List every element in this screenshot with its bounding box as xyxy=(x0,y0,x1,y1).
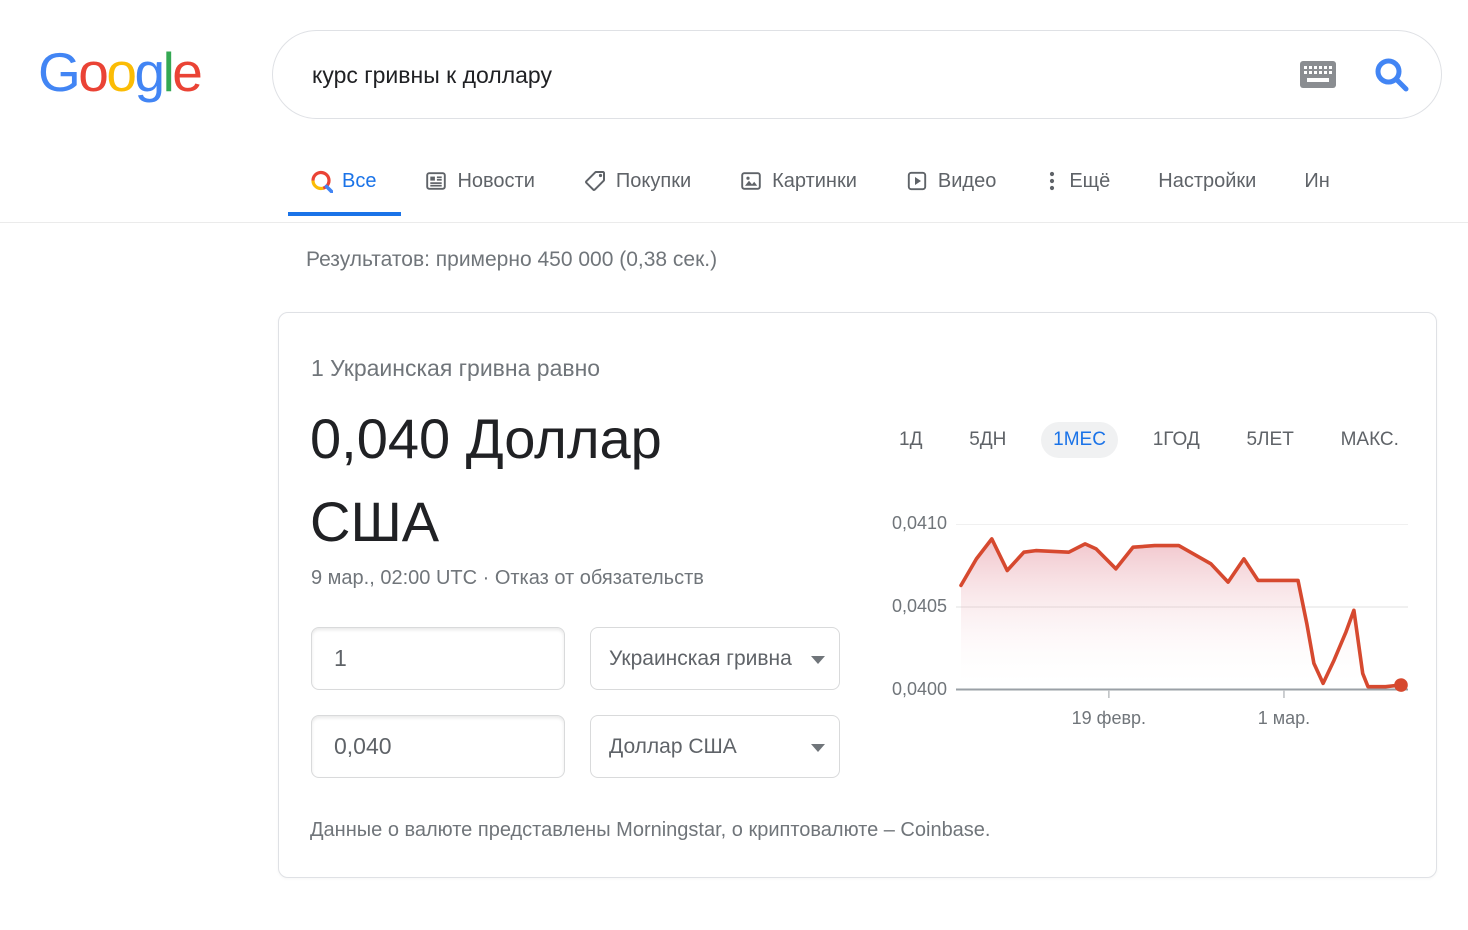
tab-label: Видео xyxy=(937,169,997,192)
tab-shopping[interactable]: Покупки xyxy=(583,140,691,222)
dot-separator: · xyxy=(477,567,495,589)
chevron-down-icon xyxy=(811,656,825,664)
logo-letter: o xyxy=(106,41,137,103)
chart-plot xyxy=(956,523,1408,698)
tab-label: Новости xyxy=(457,169,535,192)
logo-letter: e xyxy=(172,41,203,103)
tab-label: Ещё xyxy=(1069,169,1111,192)
currency-to-select[interactable]: Доллар США xyxy=(590,715,840,778)
tab-label: Ин xyxy=(1304,169,1330,192)
tab-videos[interactable]: Видео xyxy=(905,140,996,222)
tab-tools[interactable]: Ин xyxy=(1304,140,1329,222)
video-icon xyxy=(907,171,927,191)
tab-label: Покупки xyxy=(615,169,692,192)
data-attribution: Данные о валюте представлены Morningstar… xyxy=(310,819,991,841)
tab-images[interactable]: Картинки xyxy=(739,140,857,222)
google-logo[interactable]: Google xyxy=(38,40,203,104)
currency-from-value: Украинская гривна xyxy=(609,646,792,670)
logo-letter: g xyxy=(134,41,165,103)
tab-all[interactable]: Все xyxy=(287,140,403,222)
range-5d[interactable]: 5ДН xyxy=(969,429,1007,450)
chart-range-selector: 1Д 5ДН 1МЕС 1ГОД 5ЛЕТ МАКС. xyxy=(887,421,1411,459)
tab-more[interactable]: Ещё xyxy=(1044,140,1110,222)
range-5y[interactable]: 5ЛЕТ xyxy=(1246,429,1294,450)
disclaimer-link[interactable]: Отказ от обязательств xyxy=(494,567,704,589)
search-submit-icon[interactable] xyxy=(1373,56,1411,94)
currency-converter-card: 1 Украинская гривна равно 0,040 Доллар С… xyxy=(278,312,1437,878)
range-1y[interactable]: 1ГОД xyxy=(1152,429,1200,450)
tag-icon xyxy=(584,171,605,191)
conversion-result: 0,040 Доллар США xyxy=(310,407,662,553)
exchange-rate-chart: 19 февр. 1 мар. xyxy=(956,523,1411,729)
tab-label: Картинки xyxy=(772,169,857,192)
logo-letter: G xyxy=(38,41,81,103)
logo-letter: o xyxy=(78,41,109,103)
chevron-down-icon xyxy=(811,744,825,752)
range-1d[interactable]: 1Д xyxy=(899,429,923,450)
y-axis-tick: 0,0410 xyxy=(891,513,947,533)
currency-to-value: Доллар США xyxy=(609,734,737,758)
y-axis-tick: 0,0400 xyxy=(891,679,947,699)
amount-to-input[interactable] xyxy=(311,715,565,778)
more-vertical-icon xyxy=(1050,171,1055,191)
tab-label: Все xyxy=(342,169,377,192)
amount-from-input[interactable] xyxy=(311,627,565,690)
conversion-timestamp: 9 мар., 02:00 UTC xyxy=(311,567,478,589)
logo-letter: l xyxy=(162,41,175,103)
results-stats: Результатов: примерно 450 000 (0,38 сек.… xyxy=(306,248,718,271)
search-box xyxy=(272,30,1442,120)
tab-settings[interactable]: Настройки xyxy=(1158,140,1256,222)
range-max[interactable]: МАКС. xyxy=(1340,429,1399,450)
x-axis-tick: 19 февр. xyxy=(1071,708,1147,728)
conversion-dateline: 9 мар., 02:00 UTC · Отказ от обязательст… xyxy=(311,567,704,590)
converter-heading: 1 Украинская гривна равно xyxy=(311,355,601,381)
currency-from-select[interactable]: Украинская гривна xyxy=(590,627,840,690)
tab-news[interactable]: Новости xyxy=(424,140,535,222)
x-axis-tick: 1 мар. xyxy=(1257,708,1311,728)
colored-search-icon xyxy=(311,170,333,193)
y-axis-tick: 0,0405 xyxy=(891,596,947,616)
keyboard-icon[interactable] xyxy=(1299,59,1337,90)
tab-label: Настройки xyxy=(1158,169,1257,192)
results-tabbar: Все Новости Покупки xyxy=(0,140,1468,223)
image-icon xyxy=(741,172,761,190)
range-1m[interactable]: 1МЕС xyxy=(1041,422,1118,458)
news-icon xyxy=(426,172,447,190)
search-input[interactable] xyxy=(310,31,1264,120)
